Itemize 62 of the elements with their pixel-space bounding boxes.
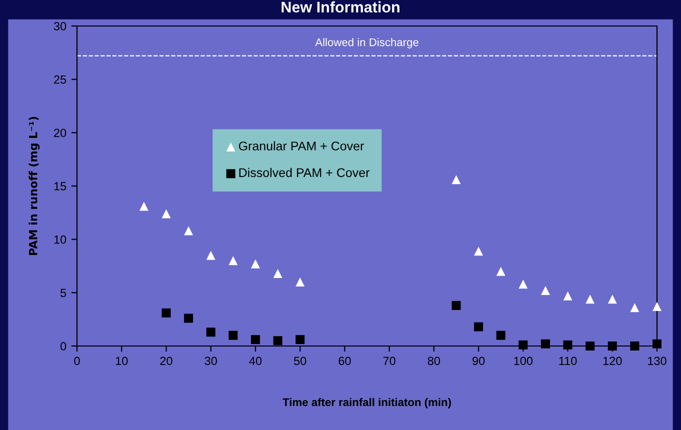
point bbox=[206, 250, 216, 260]
x-tick-label: 90 bbox=[472, 356, 485, 366]
y-tick-label: 0 bbox=[60, 342, 66, 350]
point bbox=[452, 175, 461, 184]
x-tick-label: 70 bbox=[383, 356, 396, 366]
point bbox=[652, 339, 662, 348]
point bbox=[540, 339, 550, 348]
point bbox=[586, 294, 595, 304]
point bbox=[228, 256, 238, 266]
x-tick-label: 130 bbox=[648, 356, 666, 366]
y-tick-label: 30 bbox=[54, 22, 66, 30]
y-tick-label: 5 bbox=[60, 288, 66, 298]
point bbox=[296, 335, 305, 344]
point bbox=[518, 340, 528, 350]
x-tick-label: 30 bbox=[204, 356, 217, 366]
x-axis-title: Time after rainfall initiaton (min) bbox=[282, 398, 451, 408]
point bbox=[273, 268, 282, 278]
point bbox=[563, 291, 572, 300]
x-tick-label: 10 bbox=[116, 356, 128, 366]
x-tick-label: 80 bbox=[428, 356, 440, 366]
point bbox=[518, 280, 528, 289]
point bbox=[474, 322, 484, 332]
x-tick-label: 40 bbox=[249, 356, 262, 366]
point bbox=[563, 340, 572, 350]
point bbox=[273, 336, 282, 346]
chart-title: New Information bbox=[282, 1, 400, 13]
x-tick-label: 60 bbox=[338, 356, 351, 366]
point bbox=[586, 342, 595, 350]
point bbox=[250, 259, 260, 268]
x-tick-label: 100 bbox=[514, 356, 533, 366]
point bbox=[162, 209, 171, 218]
x-tick-label: 0 bbox=[74, 356, 80, 366]
point bbox=[296, 278, 305, 286]
point bbox=[630, 303, 640, 312]
y-axis-title: PAM in runoff (mg L⁻¹) bbox=[28, 116, 40, 256]
x-tick-label: 110 bbox=[559, 356, 577, 366]
point bbox=[206, 328, 216, 337]
point bbox=[608, 342, 617, 350]
point bbox=[162, 308, 171, 318]
point bbox=[474, 246, 484, 256]
point bbox=[608, 294, 617, 304]
point bbox=[496, 266, 506, 276]
legend-label: Granular PAM + Cover bbox=[238, 141, 364, 150]
point bbox=[184, 226, 194, 236]
point bbox=[139, 202, 148, 211]
y-tick-label: 15 bbox=[54, 182, 66, 190]
point bbox=[228, 330, 238, 340]
y-tick-label: 25 bbox=[54, 75, 66, 84]
point bbox=[496, 330, 506, 340]
x-tick-label: 50 bbox=[294, 356, 306, 366]
point bbox=[540, 286, 550, 296]
y-tick-label: 20 bbox=[54, 128, 66, 138]
legend-label: Dissolved PAM + Cover bbox=[239, 168, 370, 178]
point bbox=[452, 300, 461, 310]
point bbox=[630, 342, 640, 350]
x-tick-label: 20 bbox=[160, 356, 172, 366]
point bbox=[250, 335, 260, 344]
x-tick-label: 120 bbox=[603, 356, 622, 366]
point bbox=[184, 314, 194, 323]
point bbox=[652, 302, 662, 312]
ref-line-label: Allowed in Discharge bbox=[315, 38, 418, 48]
y-tick-label: 10 bbox=[54, 235, 66, 244]
